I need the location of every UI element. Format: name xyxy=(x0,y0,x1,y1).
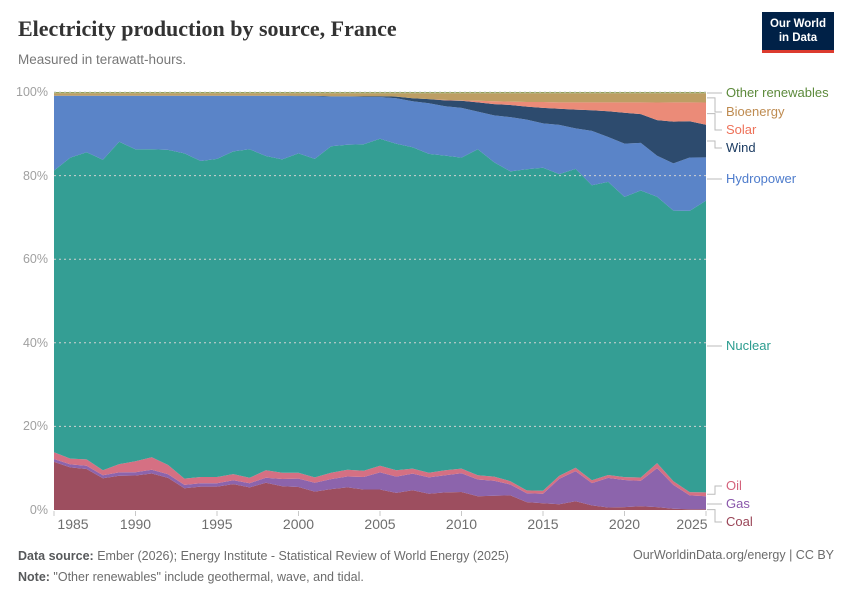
legend-connector-oil xyxy=(707,485,722,495)
legend-label-coal[interactable]: Coal xyxy=(726,514,753,529)
x-axis-label-2025: 2025 xyxy=(676,516,708,532)
y-axis-label-20: 20% xyxy=(22,419,48,434)
area-other-renewables[interactable] xyxy=(54,92,706,94)
area-wind[interactable] xyxy=(54,95,706,164)
data-source-label: Data source: xyxy=(18,549,94,563)
area-nuclear[interactable] xyxy=(54,138,706,493)
page-title: Electricity production by source, France xyxy=(18,16,397,41)
legend-label-oil[interactable]: Oil xyxy=(726,478,742,493)
chart-footer: Data source: Ember (2026); Energy Instit… xyxy=(18,546,509,588)
owid-logo-line1: Our World xyxy=(769,18,826,30)
x-axis-label-1990: 1990 xyxy=(119,516,152,532)
y-axis-label-0: 0% xyxy=(29,503,48,517)
area-coal[interactable] xyxy=(54,461,706,510)
legend-label-nuclear[interactable]: Nuclear xyxy=(726,338,771,353)
area-solar[interactable] xyxy=(54,95,706,125)
x-axis-label-2000: 2000 xyxy=(282,516,315,532)
note-text: "Other renewables" include geothermal, w… xyxy=(49,570,364,584)
legend-label-gas[interactable]: Gas xyxy=(726,496,750,511)
legend-connector-bioenergy xyxy=(707,97,722,113)
owid-logo[interactable]: Our World in Data xyxy=(761,12,834,53)
data-source-text: Ember (2026); Energy Institute - Statist… xyxy=(93,549,509,563)
area-gas[interactable] xyxy=(54,459,706,510)
y-axis-label-40: 40% xyxy=(22,335,48,350)
x-axis-label-2015: 2015 xyxy=(527,516,559,532)
legend-label-other-renewables[interactable]: Other renewables xyxy=(726,85,829,100)
legend-connector-coal xyxy=(707,509,722,523)
area-hydropower[interactable] xyxy=(54,95,706,211)
x-axis-label-2020: 2020 xyxy=(608,516,641,532)
legend-label-hydropower[interactable]: Hydropower xyxy=(726,171,797,186)
owid-logo-line2: in Data xyxy=(778,32,818,45)
note-label: Note: xyxy=(18,570,50,584)
legend-label-bioenergy[interactable]: Bioenergy xyxy=(726,104,785,119)
area-bioenergy[interactable] xyxy=(54,93,706,103)
x-axis-label-2010: 2010 xyxy=(445,516,478,532)
x-axis-label-2005: 2005 xyxy=(364,516,396,532)
x-axis-label-1995: 1995 xyxy=(201,516,233,532)
owid-link[interactable]: OurWorldinData.org/energy | CC BY xyxy=(632,548,834,562)
legend-connector-solar xyxy=(707,113,722,131)
x-axis-label-1985: 1985 xyxy=(57,516,89,532)
note-line: Note: "Other renewables" include geother… xyxy=(18,567,509,588)
legend-label-solar[interactable]: Solar xyxy=(726,122,757,137)
y-axis-label-80: 80% xyxy=(22,168,48,183)
legend-label-wind[interactable]: Wind xyxy=(726,140,756,155)
chart-subtitle: Measured in terawatt-hours. xyxy=(18,52,187,67)
legend-connector-wind xyxy=(707,140,722,149)
data-source-line: Data source: Ember (2026); Energy Instit… xyxy=(18,546,509,567)
y-axis-label-100: 100% xyxy=(16,85,48,99)
y-axis-label-60: 60% xyxy=(22,252,48,267)
